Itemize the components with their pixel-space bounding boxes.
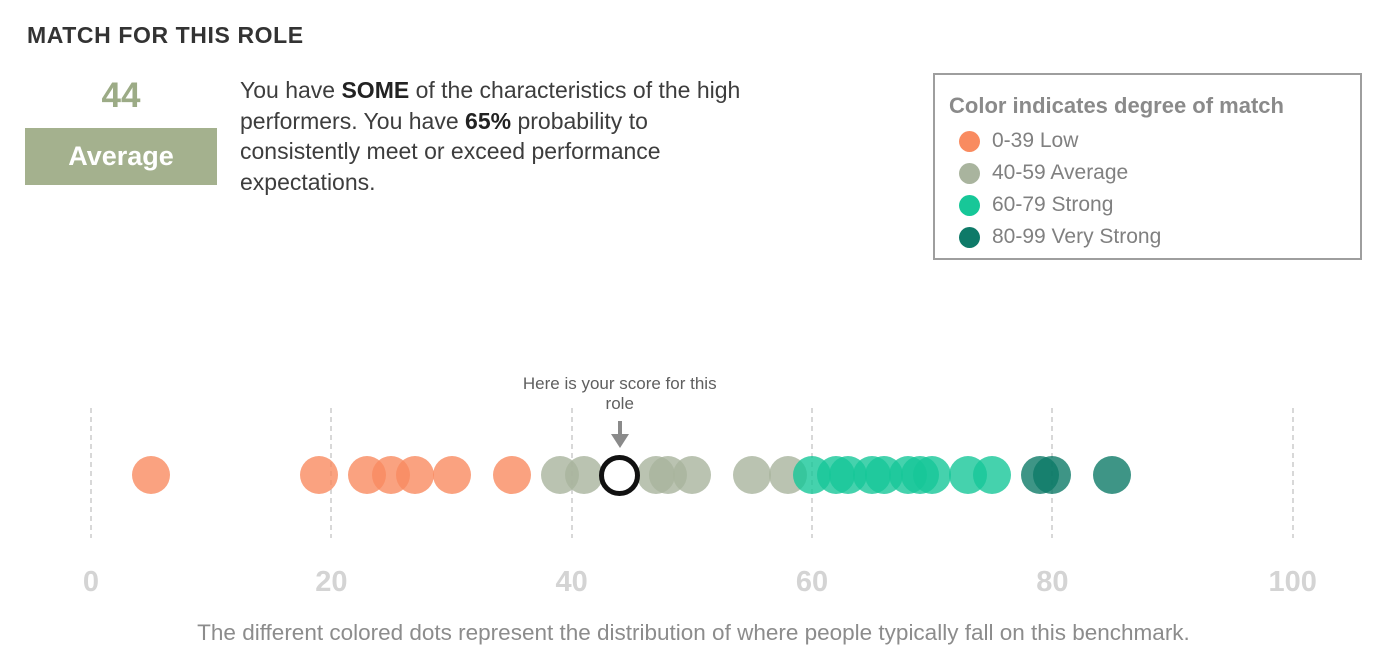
legend-item-label: 80-99 Very Strong <box>992 225 1162 248</box>
distribution-dot-low <box>132 456 171 494</box>
distribution-dot-low <box>432 456 471 494</box>
page-title: MATCH FOR THIS ROLE <box>27 22 304 48</box>
distribution-dot-low <box>300 456 339 494</box>
legend-item: 80-99 Very Strong <box>959 225 1360 249</box>
distribution-dot-strong <box>913 456 952 494</box>
distribution-dot-low <box>396 456 435 494</box>
x-axis-tick-label: 20 <box>315 566 348 598</box>
description-text: probability to consistently meet or exce… <box>240 107 661 195</box>
match-score-badge-label: Average <box>68 141 174 171</box>
chart-caption: The different colored dots represent the… <box>197 620 1190 645</box>
match-score-badge: Average <box>25 128 217 185</box>
legend-item: 60-79 Strong <box>959 193 1360 217</box>
legend-item-label: 60-79 Strong <box>992 193 1114 216</box>
distribution-dot-strong <box>973 456 1012 494</box>
description-emphasis-some: SOME <box>341 77 410 103</box>
score-annotation-line2: role <box>605 394 634 413</box>
legend-swatch-icon <box>959 226 980 248</box>
legend-item-label: 40-59 Average <box>992 161 1129 184</box>
distribution-dot-average <box>564 456 603 494</box>
distribution-dot-very-strong <box>1093 456 1132 494</box>
distribution-dot-very-strong <box>1033 456 1072 494</box>
gridline-0 <box>90 408 92 538</box>
legend-items: 0-39 Low 40-59 Average 60-79 Strong 80-99 V… <box>949 129 1360 249</box>
description-text: You have <box>240 77 342 103</box>
match-score-value: 44 <box>101 76 141 115</box>
legend-item: 0-39 Low <box>959 129 1360 153</box>
distribution-dot-low <box>492 456 531 494</box>
x-axis-tick-label: 0 <box>82 566 100 598</box>
x-axis-tick-label: 100 <box>1268 566 1317 598</box>
legend: Color indicates degree of match 0-39 Low… <box>933 73 1362 260</box>
user-score-marker <box>599 454 641 496</box>
distribution-dot-average <box>732 456 771 494</box>
description-text: of the characteristics of the high perfo… <box>240 77 741 134</box>
legend-title: Color indicates degree of match <box>949 93 1284 118</box>
down-arrow-icon <box>608 421 632 454</box>
score-annotation: Here is your score for this role <box>460 374 780 414</box>
legend-swatch-icon <box>959 130 980 152</box>
legend-swatch-icon <box>959 162 980 184</box>
gridline-100 <box>1291 408 1294 538</box>
x-axis-tick-label: 40 <box>555 566 588 598</box>
match-description: You have SOME of the characteristics of … <box>240 75 745 197</box>
description-emphasis-probability: 65% <box>465 107 512 134</box>
x-axis-tick-label: 80 <box>1036 566 1069 598</box>
legend-swatch-icon <box>959 194 980 216</box>
legend-item: 40-59 Average <box>959 161 1360 185</box>
x-axis-tick-label: 60 <box>795 566 829 598</box>
distribution-dot-average <box>672 456 711 494</box>
legend-item-label: 0-39 Low <box>992 129 1079 152</box>
score-annotation-line1: Here is your score for this <box>522 374 717 393</box>
